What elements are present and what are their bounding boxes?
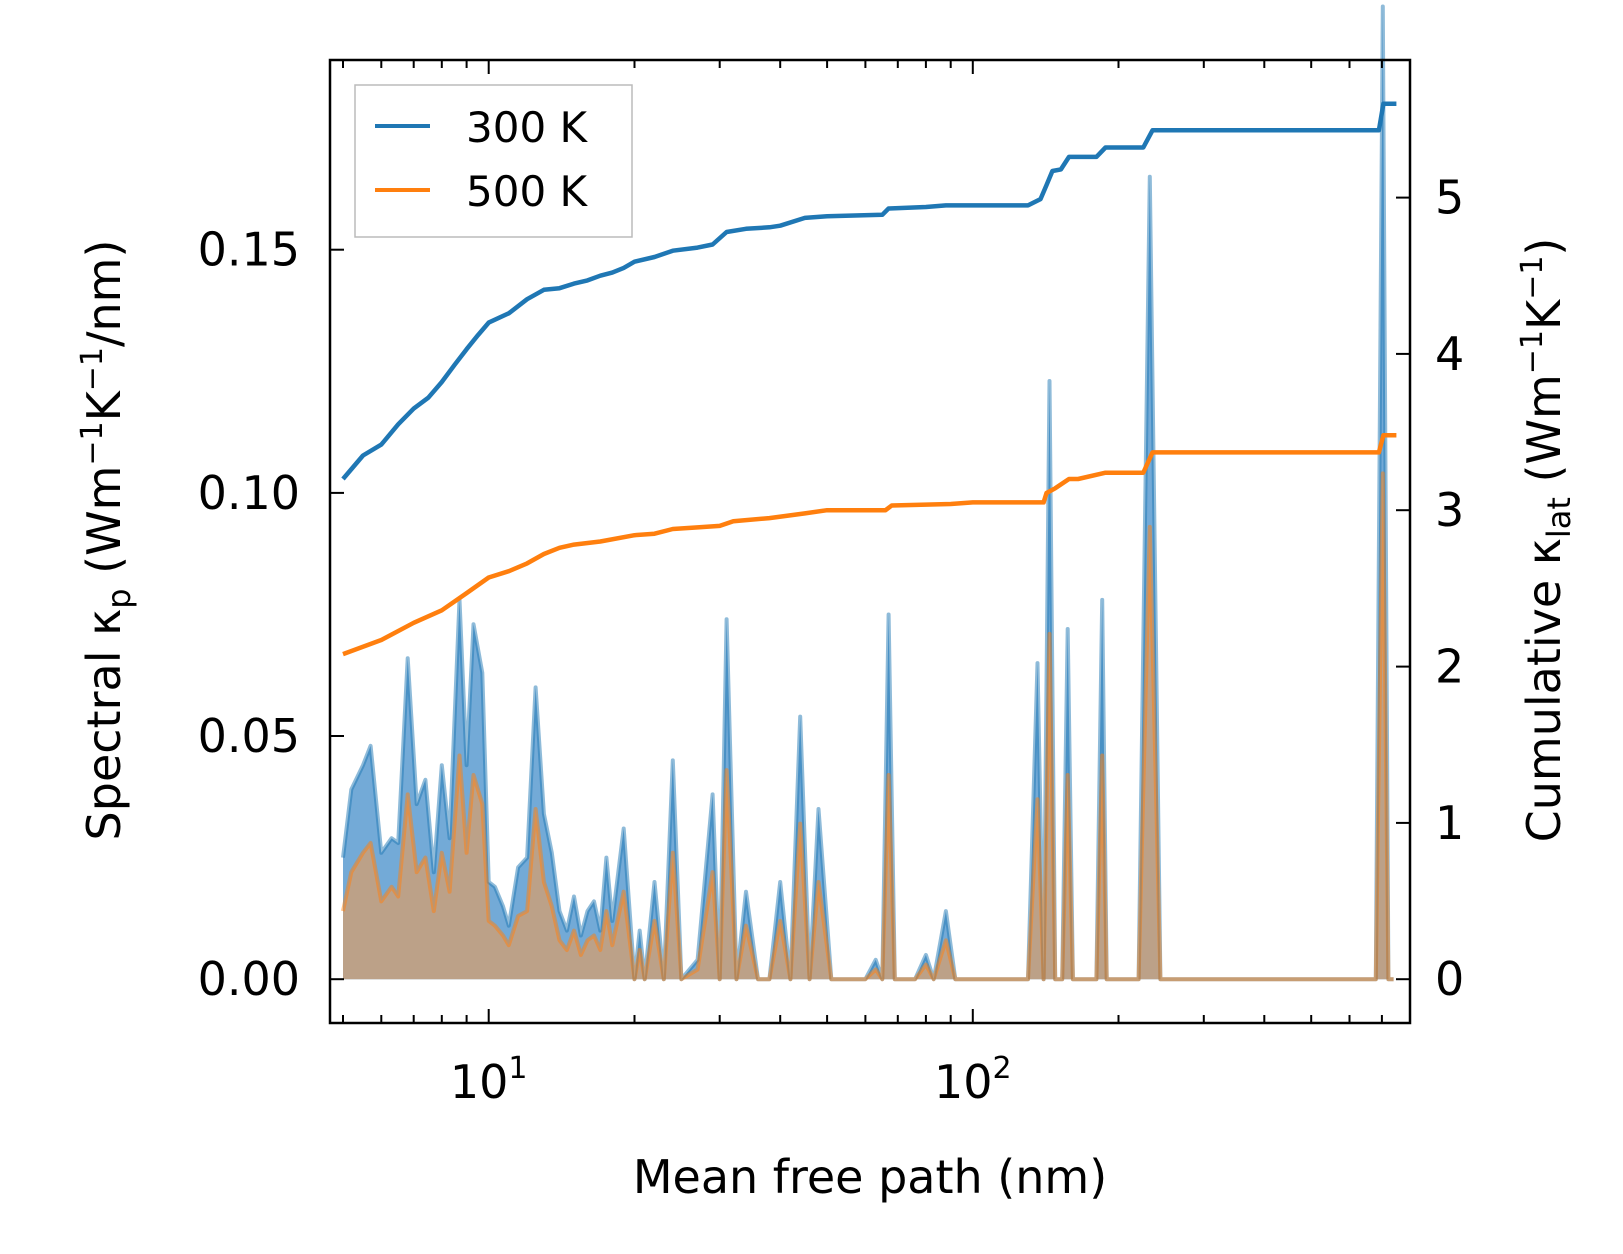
left-y-tick-label: 0.10	[198, 466, 300, 520]
right-y-tick-label: 4	[1435, 327, 1464, 381]
legend-label-500k: 500 K	[466, 167, 589, 216]
legend-box	[354, 84, 633, 238]
spectral-line-500k	[341, 471, 1394, 982]
right-y-tick-label: 5	[1435, 171, 1464, 225]
right-y-tick-label: 0	[1435, 952, 1464, 1006]
left-y-axis-label: Spectral κp (Wm−1K−1/nm)	[75, 240, 138, 841]
right-y-tick-label: 3	[1435, 483, 1464, 537]
x-tick-label: 102	[934, 1051, 1012, 1109]
cumulative-line-300k	[341, 101, 1397, 481]
left-y-axis-ticks: 0.00 0.05 0.10 0.15	[198, 223, 344, 1006]
cumulative-lines	[341, 101, 1397, 657]
legend: 300 K 500 K	[354, 84, 633, 238]
x-axis-ticks: 101 102	[342, 60, 1411, 1109]
legend-label-300k: 300 K	[466, 103, 589, 152]
left-y-tick-label: 0.05	[198, 709, 300, 763]
cumulative-line-500k	[342, 432, 1397, 657]
left-y-tick-label: 0.00	[198, 952, 300, 1006]
spectral-area-500k	[343, 473, 1394, 980]
right-y-tick-label: 2	[1435, 640, 1464, 694]
left-y-tick-label: 0.15	[198, 223, 300, 277]
spectral-lines	[341, 4, 1394, 982]
right-y-axis-label: Cumulative κlat (Wm−1K−1)	[1515, 238, 1578, 843]
plot-frame	[328, 58, 1412, 1025]
right-y-tick-label: 1	[1435, 796, 1464, 850]
x-tick-label: 101	[450, 1051, 528, 1109]
x-axis-label: Mean free path (nm)	[633, 1150, 1107, 1204]
right-y-axis-ticks: 0 1 2 3 4 5	[1396, 171, 1464, 1006]
